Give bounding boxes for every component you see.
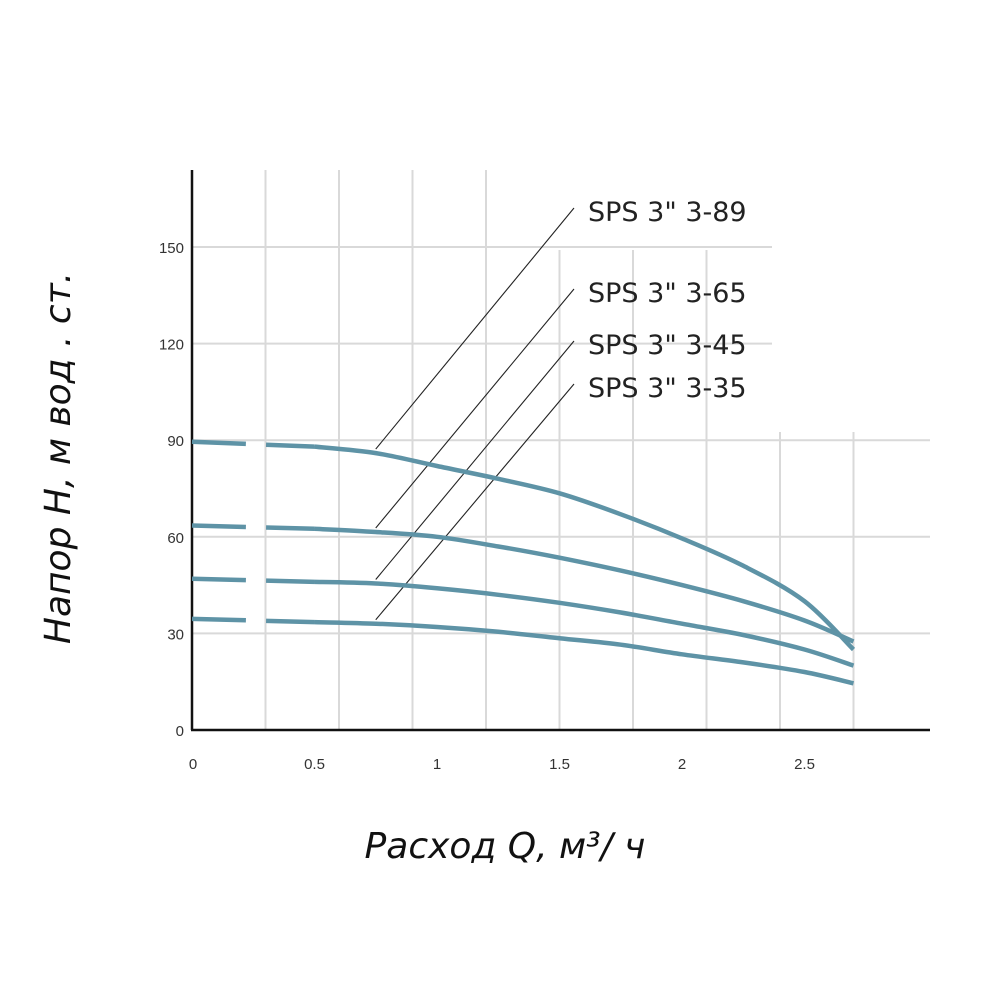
- series-line: [314, 526, 855, 644]
- x-axis-title: Расход Q, м³/ ч: [365, 826, 646, 867]
- series-leader-line: [375, 340, 575, 580]
- series-line-dashed: [191, 616, 315, 625]
- x-tick-label: 1: [433, 756, 441, 773]
- axis-layer: 0 0.5 1 1.5 2 2.5 0 30 60 90 120 150: [159, 170, 930, 773]
- series-line: [314, 619, 855, 686]
- series-line-dashed: [191, 576, 315, 585]
- series-line-dashed: [191, 439, 315, 449]
- x-tick-label: 0.5: [304, 756, 325, 773]
- series-line: [314, 444, 856, 652]
- series-line: [314, 579, 855, 668]
- y-tick-label: 30: [167, 626, 184, 643]
- series-leader-line: [375, 207, 575, 450]
- leader-layer: [375, 207, 575, 621]
- y-axis-title: Напор Н, м вод . ст.: [38, 272, 79, 644]
- x-tick-label: 2.5: [794, 756, 815, 773]
- series-line-dashed: [191, 523, 315, 532]
- series-layer: [191, 439, 856, 686]
- y-tick-label: 90: [167, 433, 184, 450]
- grid-layer: [192, 170, 930, 730]
- series-label: SPS 3" 3-45: [588, 330, 747, 361]
- x-tick-label: 0: [189, 756, 197, 773]
- label-layer: SPS 3" 3-89 SPS 3" 3-65 SPS 3" 3-45 SPS 3" …: [588, 197, 747, 404]
- series-leader-line: [375, 288, 575, 529]
- y-tick-label: 120: [159, 337, 184, 354]
- x-tick-label: 2: [678, 756, 686, 773]
- series-label: SPS 3" 3-89: [588, 197, 747, 228]
- y-tick-label: 60: [167, 530, 184, 547]
- y-tick-label: 0: [176, 723, 184, 740]
- series-label: SPS 3" 3-65: [588, 278, 747, 309]
- series-label: SPS 3" 3-35: [588, 373, 747, 404]
- series-leader-line: [375, 383, 575, 621]
- x-tick-label: 1.5: [549, 756, 570, 773]
- y-tick-label: 150: [159, 240, 184, 257]
